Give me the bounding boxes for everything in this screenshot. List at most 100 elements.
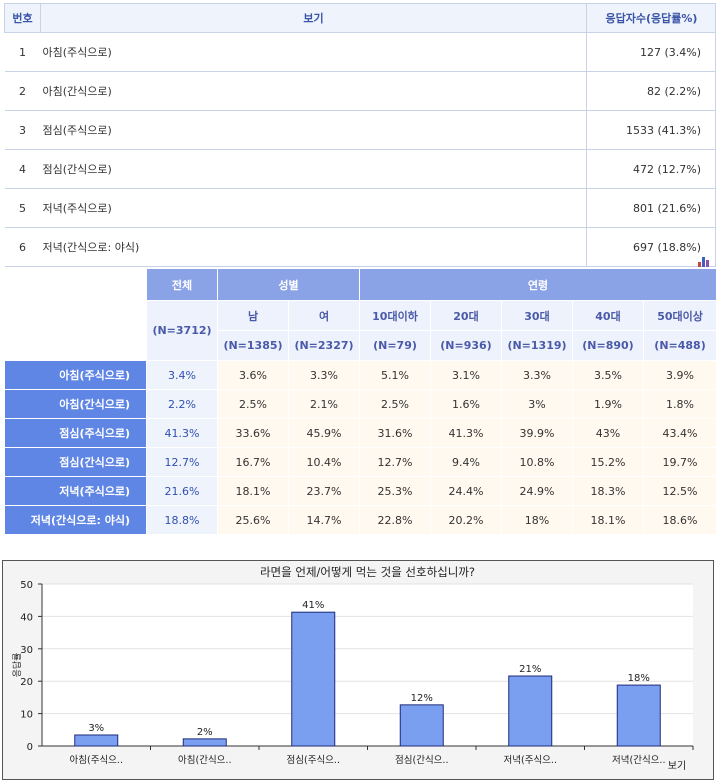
- n-gender: (N=2327): [288, 330, 360, 361]
- total-cell: 41.3%: [146, 418, 218, 448]
- age-label: 20대: [430, 300, 502, 331]
- header-count: 응답자수(응답률%): [586, 3, 716, 33]
- value-cell: 12.7%: [359, 447, 431, 477]
- bar-data-label: 2%: [197, 727, 213, 738]
- row-label: 점심(간식으로): [4, 447, 147, 477]
- header-age: 연령: [358, 268, 718, 301]
- table-row: 2 아침(간식으로) 82 (2.2%): [4, 71, 716, 111]
- corner-cell: [4, 330, 147, 361]
- bar-data-label: 41%: [302, 600, 324, 611]
- bar-chart: 0 10 20 30 40 50 라면을 언제/어떻게 먹는 것을 선호하십니까? 응답률 보기…: [2, 560, 714, 780]
- row-count: 1533 (41.3%): [586, 110, 716, 150]
- n-age: (N=1319): [501, 330, 573, 361]
- row-number: 5: [4, 188, 41, 228]
- value-cell: 14.7%: [288, 505, 360, 535]
- header-no: 번호: [4, 3, 41, 33]
- value-cell: 24.4%: [430, 476, 502, 506]
- header-option: 보기: [40, 3, 587, 33]
- row-option: 아침(주식으로): [40, 32, 587, 72]
- value-cell: 3.5%: [572, 360, 644, 390]
- total-cell: 18.8%: [146, 505, 218, 535]
- x-tick-label: 아침(주식으..: [70, 755, 123, 766]
- x-tick-label: 저녁(간식으..: [612, 755, 665, 766]
- value-cell: 18.6%: [642, 505, 718, 535]
- row-option: 점심(간식으로): [40, 149, 587, 189]
- bar: [508, 675, 553, 747]
- row-label: 저녁(주식으로): [4, 476, 147, 506]
- row-number: 2: [4, 71, 41, 111]
- value-cell: 18%: [501, 505, 573, 535]
- x-tick-label: 점심(간식으..: [395, 754, 448, 766]
- n-age: (N=79): [359, 330, 431, 361]
- value-cell: 2.1%: [288, 389, 360, 419]
- bar-data-label: 3%: [88, 723, 104, 734]
- bar: [399, 704, 444, 747]
- n-age: (N=936): [430, 330, 502, 361]
- value-cell: 22.8%: [359, 505, 431, 535]
- n-age: (N=488): [642, 330, 718, 361]
- row-label: 저녁(간식으로: 야식): [4, 505, 147, 535]
- total-cell: 3.4%: [146, 360, 218, 390]
- row-label: 점심(주식으로): [4, 418, 147, 448]
- gender-label-female: 여: [288, 300, 360, 331]
- bar: [616, 684, 661, 747]
- value-cell: 10.8%: [501, 447, 573, 477]
- gender-label-male: 남: [217, 300, 289, 331]
- header-gender: 성별: [217, 268, 360, 301]
- value-cell: 18.1%: [572, 505, 644, 535]
- total-cell: 2.2%: [146, 389, 218, 419]
- header-total: 전체: [146, 268, 218, 301]
- value-cell: 3.3%: [501, 360, 573, 390]
- value-cell: 9.4%: [430, 447, 502, 477]
- row-option: 점심(주식으로): [40, 110, 587, 150]
- value-cell: 19.7%: [642, 447, 718, 477]
- value-cell: 45.9%: [288, 418, 360, 448]
- table-row: 저녁(주식으로) 21.6% 18.1% 23.7% 25.3% 24.4% 24.9% 18…: [4, 476, 718, 506]
- x-tick-label: 저녁(주식으..: [504, 755, 557, 766]
- y-tick-label: 0: [27, 742, 33, 753]
- corner-cell: [4, 268, 147, 301]
- table-row: 4 점심(간식으로) 472 (12.7%): [4, 149, 716, 189]
- value-cell: 18.1%: [217, 476, 289, 506]
- demographic-table: 전체 성별 연령 (N=3712) 남 여 10대이하 20대 30대 40대 …: [4, 268, 718, 535]
- age-label: 40대: [572, 300, 644, 331]
- row-number: 4: [4, 149, 41, 189]
- table-row: 점심(간식으로) 12.7% 16.7% 10.4% 12.7% 9.4% 10.8% 15.…: [4, 447, 718, 477]
- bar-chart-svg: 0 10 20 30 40 50 라면을 언제/어떻게 먹는 것을 선호하십니까? 응답률보기…: [11, 565, 694, 772]
- y-tick-label: 10: [20, 710, 33, 721]
- value-cell: 1.8%: [642, 389, 718, 419]
- value-cell: 31.6%: [359, 418, 431, 448]
- corner-cell: [4, 300, 147, 331]
- table-row: 저녁(간식으로: 야식) 18.8% 25.6% 14.7% 22.8% 20.2% 18%…: [4, 505, 718, 535]
- bar-data-label: 21%: [519, 664, 541, 675]
- bar-chart-icon[interactable]: [697, 255, 711, 267]
- age-label: 10대이하: [359, 300, 431, 331]
- table-row: 6 저녁(간식으로: 야식) 697 (18.8%): [4, 227, 716, 267]
- value-cell: 1.6%: [430, 389, 502, 419]
- bar: [291, 611, 336, 747]
- value-cell: 10.4%: [288, 447, 360, 477]
- row-number: 1: [4, 32, 41, 72]
- row-label: 아침(간식으로): [4, 389, 147, 419]
- response-table: 번호 보기 응답자수(응답률%) 1 아침(주식으로) 127 (3.4%) 2…: [4, 3, 716, 267]
- table-row: 점심(주식으로) 41.3% 33.6% 45.9% 31.6% 41.3% 39.9% 43…: [4, 418, 718, 448]
- value-cell: 43.4%: [642, 418, 718, 448]
- value-cell: 41.3%: [430, 418, 502, 448]
- bar: [182, 738, 227, 747]
- y-tick-label: 50: [20, 580, 33, 591]
- value-cell: 25.3%: [359, 476, 431, 506]
- value-cell: 3%: [501, 389, 573, 419]
- row-number: 6: [4, 227, 41, 267]
- value-cell: 12.5%: [642, 476, 718, 506]
- y-tick-label: 30: [20, 645, 33, 656]
- bar-data-label: 18%: [628, 673, 650, 684]
- row-count: 472 (12.7%): [586, 149, 716, 189]
- n-total: (N=3712): [146, 300, 218, 361]
- age-label: 50대이상: [642, 300, 718, 331]
- value-cell: 3.9%: [642, 360, 718, 390]
- row-count: 697 (18.8%): [586, 227, 716, 267]
- row-option: 저녁(주식으로): [40, 188, 587, 228]
- n-age: (N=890): [572, 330, 644, 361]
- y-tick-label: 20: [20, 677, 33, 688]
- bar: [74, 734, 119, 747]
